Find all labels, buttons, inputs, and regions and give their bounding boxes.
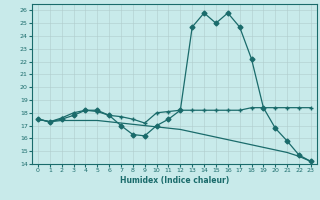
X-axis label: Humidex (Indice chaleur): Humidex (Indice chaleur) xyxy=(120,176,229,185)
